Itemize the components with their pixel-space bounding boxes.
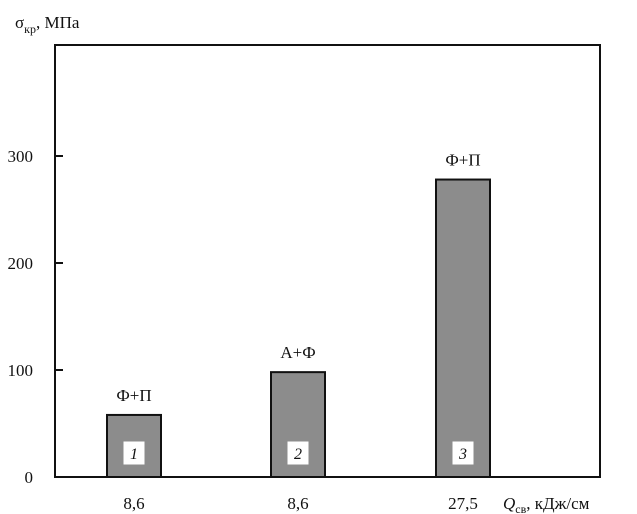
x-axis-title-main: Q: [503, 494, 515, 513]
bar-number-box-3: [452, 441, 474, 465]
bar-number-3: 3: [458, 446, 467, 463]
bar-number-box-1: [123, 441, 145, 465]
y-tick-label-0: 0: [25, 468, 34, 487]
x-axis-title-sub: св: [515, 502, 526, 514]
bars-group: 1 Ф+П 2 А+Ф 3 Ф+П: [106, 151, 491, 479]
x-category-label-3: 27,5: [448, 494, 478, 513]
y-axis-title: σкр, МПа: [15, 13, 80, 36]
y-axis-title-main: σ: [15, 13, 24, 32]
bar-3: [435, 178, 491, 478]
x-axis-title-rest: , кДж/см: [526, 494, 589, 513]
y-axis-title-sub: кр: [24, 22, 36, 36]
plot-frame: [54, 44, 601, 478]
bar-number-1: 1: [130, 446, 138, 463]
y-tick-label-300: 300: [8, 147, 34, 166]
x-axis-title: Qсв, кДж/см: [503, 494, 590, 514]
x-category-label-2: 8,6: [287, 494, 308, 513]
x-category-label-1: 8,6: [123, 494, 144, 513]
y-axis-title-rest: , МПа: [36, 13, 80, 32]
bar-top-label-1: Ф+П: [116, 386, 151, 405]
bar-top-label-3: Ф+П: [445, 151, 480, 170]
bar-top-label-2: А+Ф: [280, 343, 315, 362]
x-axis-labels: 8,6 8,6 27,5: [123, 494, 478, 513]
bar-1: [106, 413, 162, 479]
bar-number-box-2: [287, 441, 309, 465]
bar-number-2: 2: [294, 446, 302, 463]
y-tick-label-100: 100: [8, 361, 34, 380]
y-axis-ticks: 0 100 200 300: [8, 147, 63, 487]
y-tick-label-200: 200: [8, 254, 34, 273]
